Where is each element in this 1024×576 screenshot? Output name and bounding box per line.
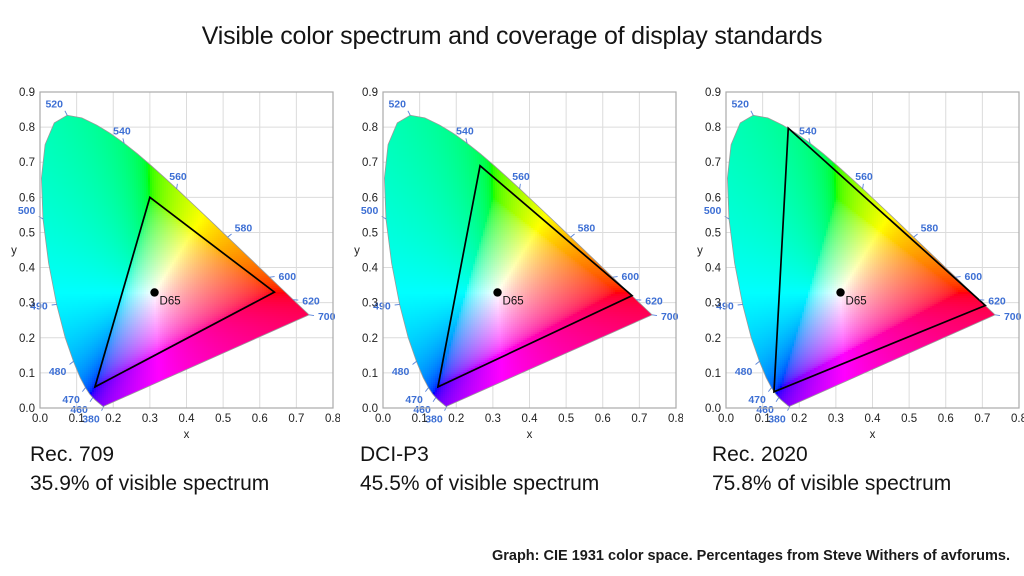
y-axis-label: y: [11, 245, 17, 257]
white-point-marker: [836, 288, 844, 296]
y-axis-ticks: 0.00.10.20.30.40.50.60.70.80.9: [705, 87, 722, 415]
gamut-coverage: 45.5% of visible spectrum: [360, 469, 660, 498]
white-point-marker: [493, 288, 501, 296]
x-axis-ticks: 0.0 0.1 0.2 0.3 0.4 0.5 0.6 0.7 0.8: [32, 413, 340, 425]
y-axis-ticks: 0.00.10.20.30.40.50.60.70.80.9: [19, 87, 36, 415]
y-axis-label: y: [697, 245, 703, 257]
gamut-name: Rec. 2020: [712, 440, 1012, 469]
source-note: Graph: CIE 1931 color space. Percentages…: [492, 548, 1010, 564]
gamut-name: Rec. 709: [30, 440, 330, 469]
x-axis-ticks: 0.0 0.1 0.2 0.3 0.4 0.5 0.6 0.7 0.8: [375, 413, 683, 425]
x-axis-ticks: 0.0 0.1 0.2 0.3 0.4 0.5 0.6 0.7 0.8: [718, 413, 1024, 425]
spectrum-fill: [383, 92, 678, 409]
chromaticity-plot: D653804604704804905005205405605806006207…: [692, 82, 1024, 442]
y-axis-ticks: 0.00.10.20.30.40.50.60.70.80.9: [362, 87, 379, 415]
white-point-label: D65: [503, 295, 524, 307]
white-point-label: D65: [160, 295, 181, 307]
white-point-marker: [150, 288, 158, 296]
caption-dci-p3: DCI-P3 45.5% of visible spectrum: [360, 440, 660, 498]
chromaticity-plot: D653804604704804905005205405605806006207…: [6, 82, 340, 442]
caption-rec709: Rec. 709 35.9% of visible spectrum: [30, 440, 330, 498]
spectrum-fill: [726, 92, 1021, 409]
spectrum-fill: [40, 92, 335, 409]
caption-rec2020: Rec. 2020 75.8% of visible spectrum: [712, 440, 1012, 498]
cie-diagram-rec2020: D65 380 460 470 480 490 500 520 540 560 580 600 620 7…: [692, 82, 1024, 442]
cie-diagram-dci-p3: D65 380 460 470 480 490 500 520 540 560 580 600 620 7…: [349, 82, 683, 442]
white-point-label: D65: [846, 295, 867, 307]
gamut-name: DCI-P3: [360, 440, 660, 469]
gamut-coverage: 35.9% of visible spectrum: [30, 469, 330, 498]
page-title: Visible color spectrum and coverage of d…: [0, 22, 1024, 51]
cie-diagram-rec709: D65 380 460 470 480 490 500 520 540 560 580 600 620 7…: [6, 82, 340, 442]
gamut-coverage: 75.8% of visible spectrum: [712, 469, 1012, 498]
y-axis-label: y: [354, 245, 360, 257]
chromaticity-plot: D653804604704804905005205405605806006207…: [349, 82, 683, 442]
